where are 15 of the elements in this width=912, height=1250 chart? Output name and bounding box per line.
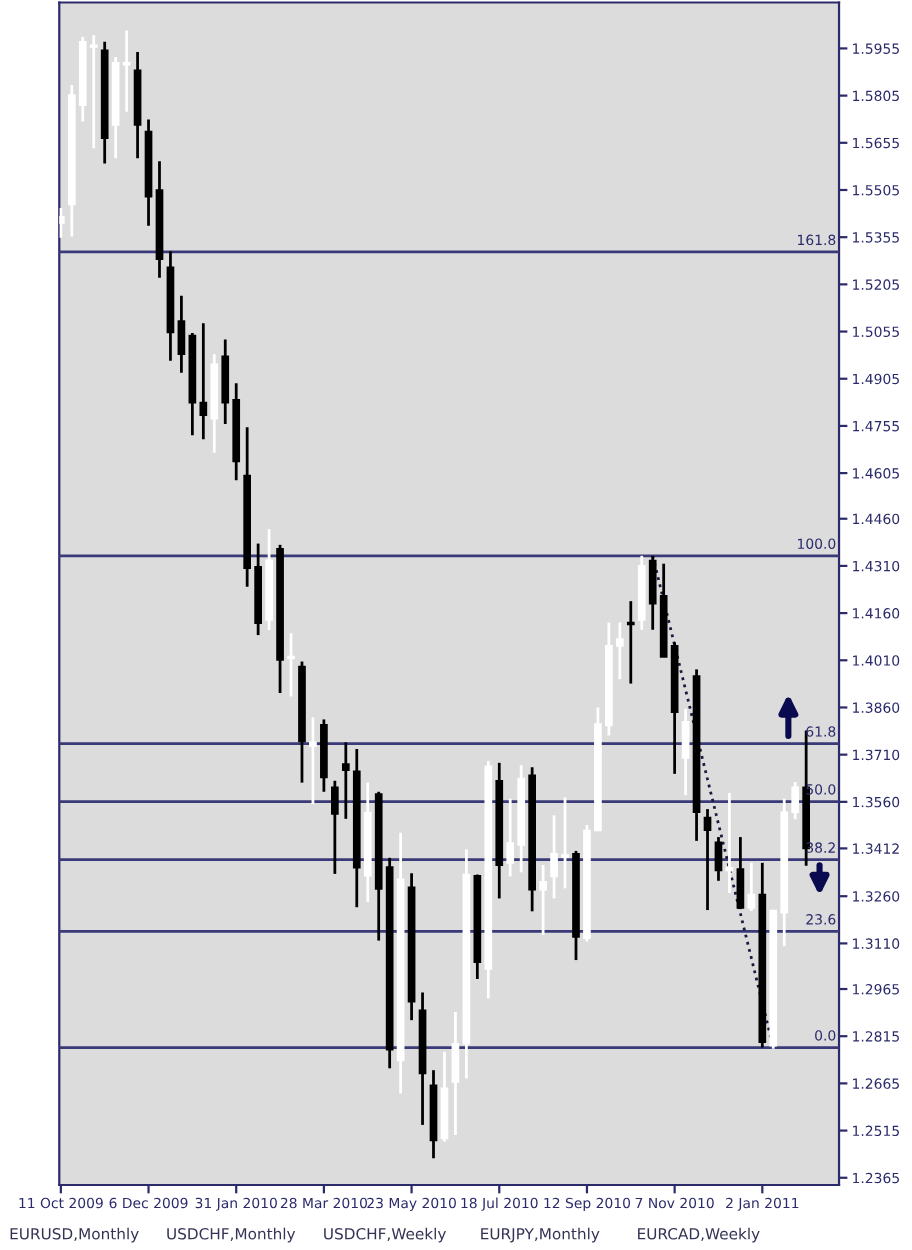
candlestick xyxy=(287,631,295,698)
candlestick xyxy=(539,863,547,937)
candlestick xyxy=(451,1010,460,1137)
candlestick xyxy=(177,294,186,375)
candlestick xyxy=(331,779,339,876)
candlestick xyxy=(714,835,723,883)
candlestick xyxy=(309,716,317,806)
candlestick xyxy=(736,835,745,911)
candlestick xyxy=(703,807,712,912)
candlestick xyxy=(725,791,734,895)
candlestick xyxy=(59,206,65,240)
candlestick xyxy=(122,29,131,114)
candlestick xyxy=(747,861,756,913)
candlestick xyxy=(626,599,635,685)
candlestick xyxy=(681,707,690,797)
